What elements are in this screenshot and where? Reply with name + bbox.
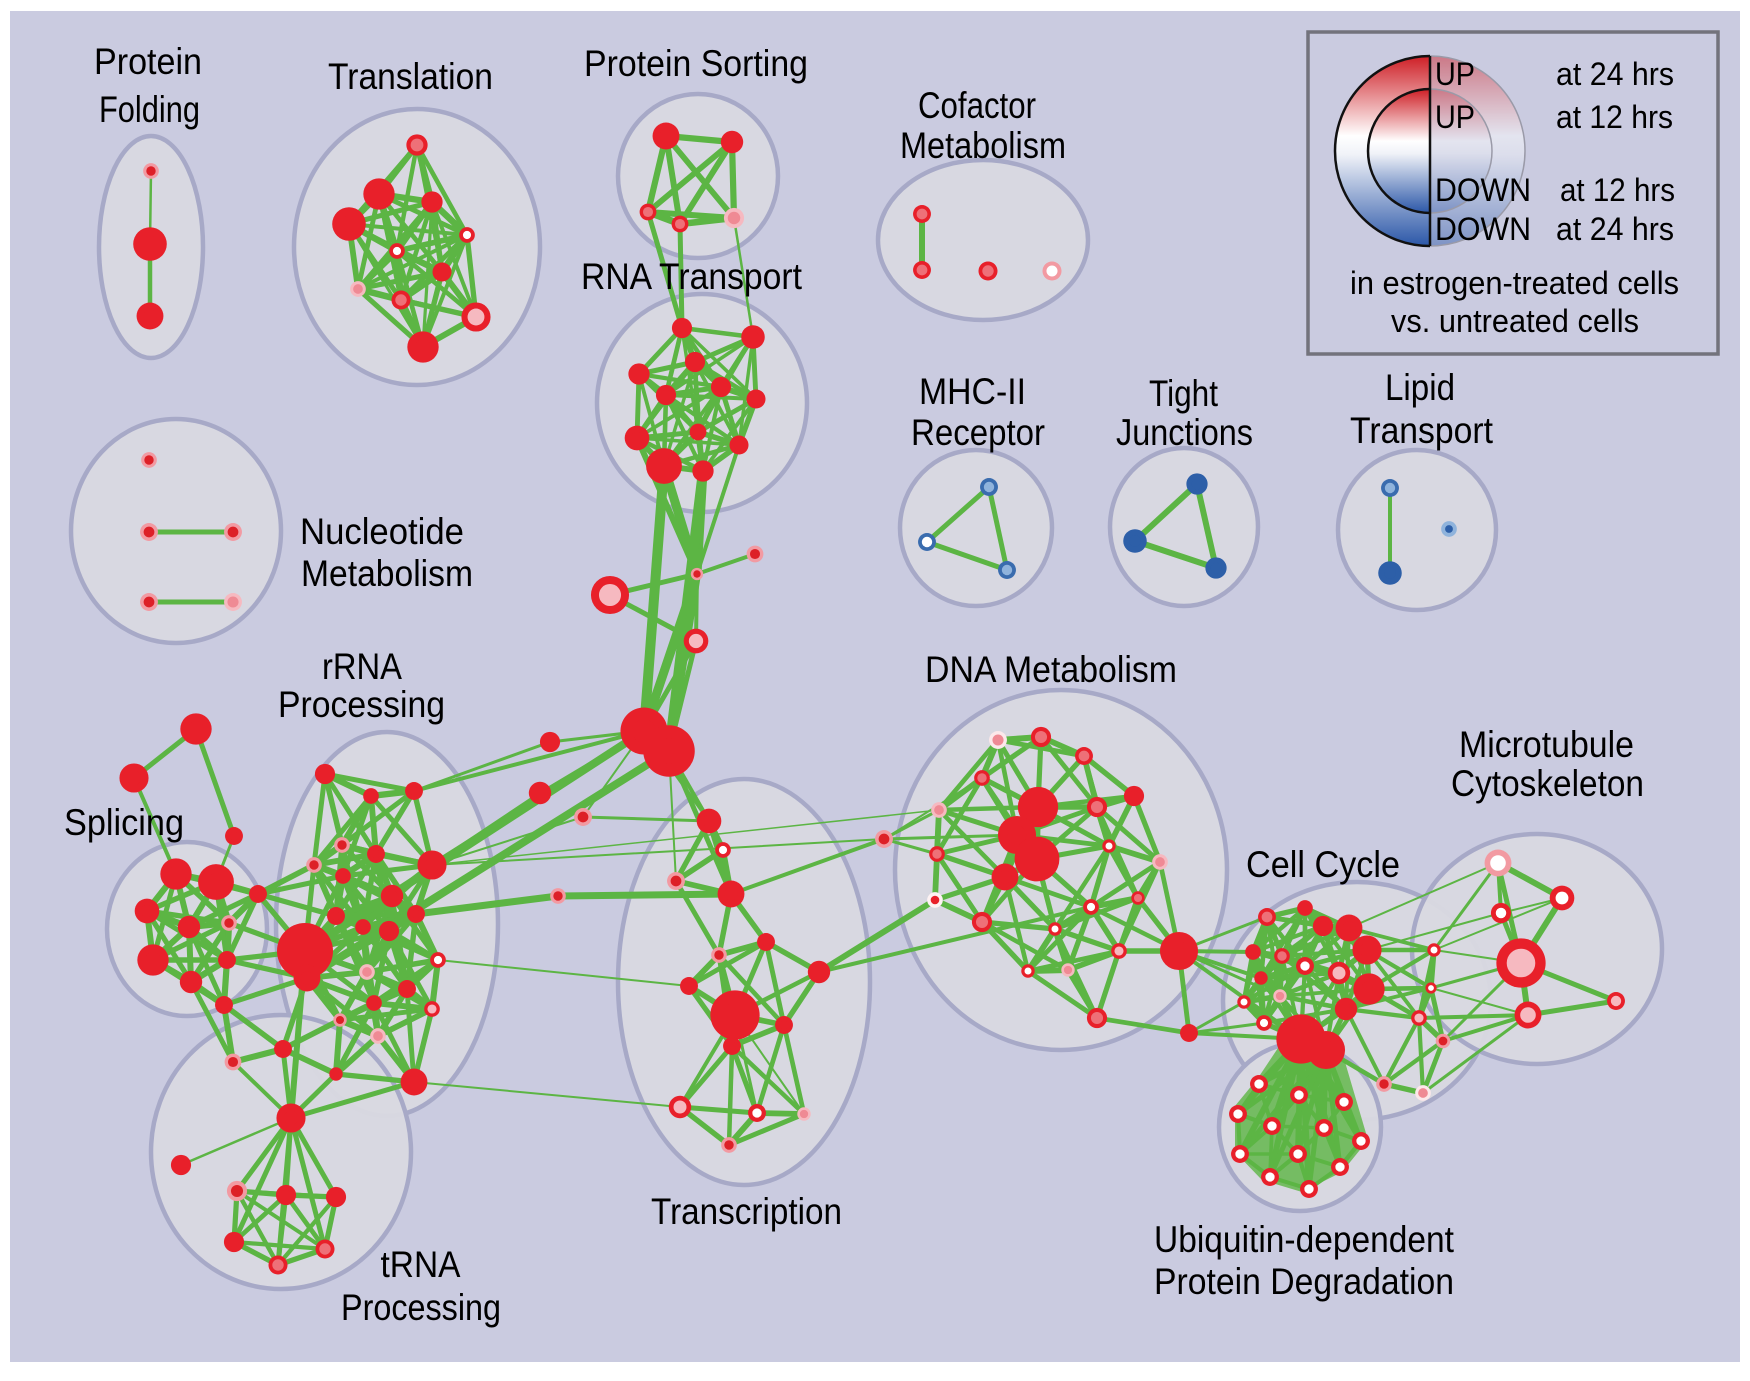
svg-text:Nucleotide: Nucleotide — [300, 511, 464, 552]
svg-text:Cell Cycle: Cell Cycle — [1246, 844, 1400, 885]
svg-text:Transcription: Transcription — [651, 1191, 842, 1232]
svg-text:Cytoskeleton: Cytoskeleton — [1451, 763, 1644, 804]
svg-text:MHC-II: MHC-II — [919, 371, 1026, 412]
svg-text:in estrogen-treated cells: in estrogen-treated cells — [1350, 265, 1679, 301]
svg-text:Transport: Transport — [1350, 410, 1494, 451]
svg-text:Receptor: Receptor — [911, 412, 1045, 453]
svg-text:RNA Transport: RNA Transport — [581, 256, 803, 297]
svg-text:DOWN: DOWN — [1435, 211, 1531, 247]
svg-text:Protein Sorting: Protein Sorting — [584, 43, 808, 84]
svg-text:Splicing: Splicing — [64, 802, 184, 843]
svg-text:Junctions: Junctions — [1116, 412, 1253, 453]
svg-text:Metabolism: Metabolism — [900, 125, 1066, 166]
svg-text:at 12 hrs: at 12 hrs — [1556, 99, 1673, 135]
svg-text:at 24 hrs: at 24 hrs — [1556, 56, 1674, 92]
svg-text:vs. untreated cells: vs. untreated cells — [1391, 303, 1639, 339]
svg-text:Translation: Translation — [328, 56, 493, 97]
svg-text:Cofactor: Cofactor — [918, 85, 1036, 126]
svg-text:UP: UP — [1435, 99, 1475, 135]
svg-text:DNA Metabolism: DNA Metabolism — [925, 649, 1177, 690]
svg-text:Processing: Processing — [278, 684, 445, 725]
svg-text:tRNA: tRNA — [381, 1244, 461, 1285]
svg-text:at 12 hrs: at 12 hrs — [1560, 172, 1675, 208]
svg-text:Microtubule: Microtubule — [1459, 724, 1634, 765]
svg-text:Folding: Folding — [99, 89, 200, 130]
svg-text:Tight: Tight — [1149, 373, 1219, 414]
svg-text:Protein: Protein — [94, 41, 202, 82]
svg-text:Ubiquitin-dependent: Ubiquitin-dependent — [1154, 1219, 1455, 1260]
svg-text:UP: UP — [1435, 56, 1475, 92]
svg-text:at 24 hrs: at 24 hrs — [1556, 211, 1674, 247]
svg-text:Lipid: Lipid — [1385, 367, 1455, 408]
svg-text:Metabolism: Metabolism — [301, 553, 473, 594]
svg-text:DOWN: DOWN — [1435, 172, 1531, 208]
svg-text:Protein Degradation: Protein Degradation — [1154, 1261, 1454, 1302]
svg-text:rRNA: rRNA — [322, 646, 402, 687]
svg-text:Processing: Processing — [341, 1287, 501, 1328]
